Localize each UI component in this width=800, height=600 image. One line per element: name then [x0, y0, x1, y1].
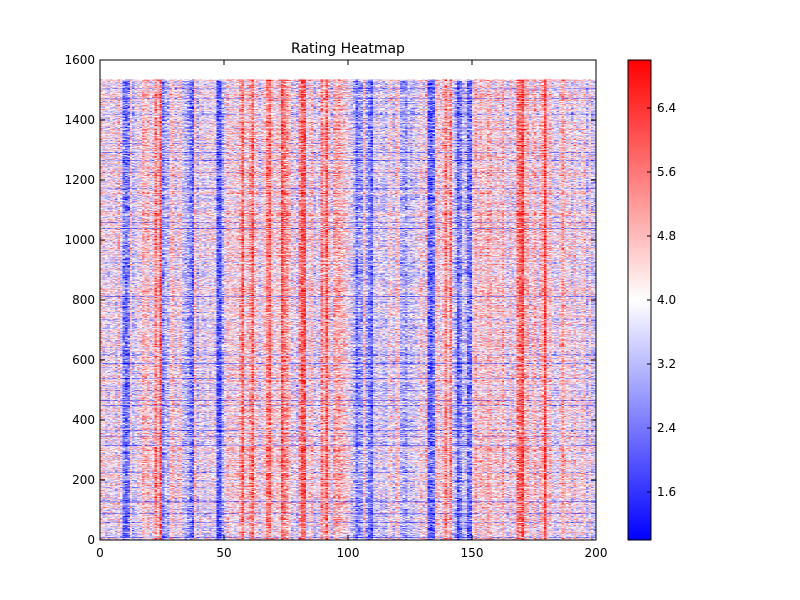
x-tick-label: 50 — [216, 546, 231, 560]
colorbar-tick-label: 3.2 — [657, 357, 676, 371]
y-tick-label: 1200 — [64, 173, 95, 187]
colorbar-tick-label: 1.6 — [657, 485, 676, 499]
heatmap-cells — [100, 79, 596, 540]
x-tick-label: 0 — [96, 546, 104, 560]
colorbar-tick-label: 2.4 — [657, 421, 676, 435]
y-tick-label: 200 — [72, 473, 95, 487]
y-tick-label: 600 — [72, 353, 95, 367]
y-tick-label: 1000 — [64, 233, 95, 247]
y-tick-label: 1600 — [64, 53, 95, 67]
colorbar-tick-label: 6.4 — [657, 101, 676, 115]
x-tick-label: 100 — [337, 546, 360, 560]
colorbar-gradient — [628, 60, 651, 540]
colorbar: 1.6 2.4 3.2 4.0 4.8 5.6 6.4 — [627, 59, 676, 541]
x-tick-label: 150 — [461, 546, 484, 560]
colorbar-tick-label: 5.6 — [657, 165, 676, 179]
axes: 0 50 100 150 200 0 200 400 600 800 1000 1200 1400 160… — [64, 53, 607, 560]
y-tick-label: 400 — [72, 413, 95, 427]
chart-title: Rating Heatmap — [291, 41, 405, 57]
y-tick-label: 1400 — [64, 113, 95, 127]
colorbar-tick-label: 4.0 — [657, 293, 676, 307]
y-tick-label: 800 — [72, 293, 95, 307]
plot-area — [100, 79, 596, 540]
colorbar-tick-label: 4.8 — [657, 229, 676, 243]
y-tick-label: 0 — [87, 533, 95, 547]
x-tick-label: 200 — [585, 546, 608, 560]
